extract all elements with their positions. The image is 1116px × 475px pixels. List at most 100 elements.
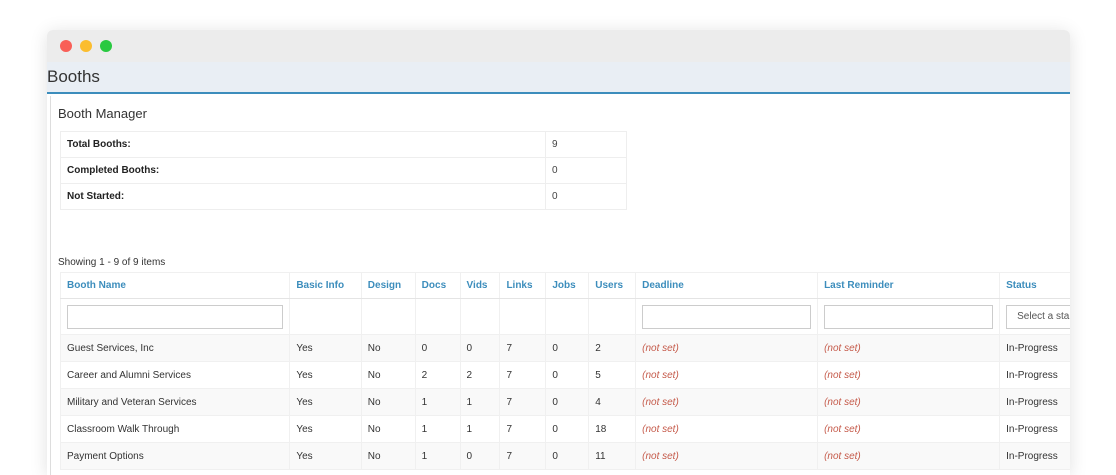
column-header-links[interactable]: Links (499, 272, 547, 299)
filter-cell (588, 298, 637, 335)
column-header-deadline[interactable]: Deadline (635, 272, 819, 299)
cell-jobs: 0 (545, 415, 590, 443)
column-header-design[interactable]: Design (360, 272, 416, 299)
column-header-booth-name[interactable]: Booth Name (59, 272, 291, 299)
column-header-basic-info[interactable]: Basic Info (289, 272, 362, 299)
table-row[interactable]: Payment Options Yes No 1 0 7 0 11 (not set) (not … (59, 442, 1070, 470)
window-titlebar (47, 30, 1070, 62)
status-filter-select[interactable]: Select a sta (1006, 304, 1070, 329)
page-header: Booths (47, 62, 1070, 94)
cell-basic-info: Yes (289, 415, 362, 443)
cell-docs: 0 (414, 334, 461, 362)
cell-users: 11 (588, 442, 637, 470)
filter-cell (635, 298, 819, 335)
summary-value: 0 (545, 157, 627, 184)
cell-docs: 2 (414, 361, 461, 389)
cell-booth-name: Classroom Walk Through (59, 415, 291, 443)
column-header-last-reminder[interactable]: Last Reminder (817, 272, 1001, 299)
cell-booth-name: Payment Options (59, 442, 291, 470)
summary-row: Total Booths: 9 (60, 131, 627, 158)
cell-booth-name: Military and Veteran Services (59, 388, 291, 416)
filter-cell (414, 298, 461, 335)
table-row[interactable]: Career and Alumni Services Yes No 2 2 7 0 5 (not… (59, 361, 1070, 389)
cell-status: In-Progress (999, 388, 1070, 416)
summary-value: 0 (545, 183, 627, 210)
cell-booth-name: Career and Alumni Services (59, 361, 291, 389)
cell-users: 4 (588, 388, 637, 416)
filter-cell (289, 298, 362, 335)
cell-basic-info: Yes (289, 388, 362, 416)
cell-basic-info: Yes (289, 361, 362, 389)
cell-users: 2 (588, 334, 637, 362)
deadline-filter-input[interactable] (642, 304, 812, 329)
cell-jobs: 0 (545, 334, 590, 362)
filter-cell (545, 298, 590, 335)
cell-links: 7 (499, 334, 547, 362)
grid-header-row: Booth Name Basic Info Design Docs Vids L… (59, 272, 1070, 299)
summary-label: Not Started: (60, 183, 546, 210)
booth-name-filter-input[interactable] (67, 304, 284, 329)
pagination-summary: Showing 1 - 9 of 9 items (58, 257, 166, 268)
cell-design: No (360, 334, 416, 362)
cell-last-reminder: (not set) (817, 334, 1001, 362)
cell-vids: 0 (459, 334, 501, 362)
cell-status: In-Progress (999, 361, 1070, 389)
minimize-window-button[interactable] (80, 40, 92, 52)
cell-docs: 1 (414, 388, 461, 416)
cell-users: 5 (588, 361, 637, 389)
cell-vids: 0 (459, 442, 501, 470)
cell-deadline: (not set) (635, 388, 819, 416)
column-header-users[interactable]: Users (588, 272, 637, 299)
table-row[interactable]: Classroom Walk Through Yes No 1 1 7 0 18 (not se… (59, 415, 1070, 443)
cell-links: 7 (499, 388, 547, 416)
cell-links: 7 (499, 442, 547, 470)
filter-cell (59, 298, 291, 335)
cell-design: No (360, 442, 416, 470)
cell-links: 7 (499, 361, 547, 389)
cell-status: In-Progress (999, 415, 1070, 443)
grid-filter-row: Select a sta (59, 298, 1070, 335)
cell-vids: 2 (459, 361, 501, 389)
filter-cell (459, 298, 501, 335)
summary-table: Total Booths: 9 Completed Booths: 0 Not … (60, 131, 627, 210)
cell-booth-name: Guest Services, Inc (59, 334, 291, 362)
summary-label: Completed Booths: (60, 157, 546, 184)
summary-label: Total Booths: (60, 131, 546, 158)
filter-cell (360, 298, 416, 335)
cell-jobs: 0 (545, 442, 590, 470)
grid-body: Guest Services, Inc Yes No 0 0 7 0 2 (not set) (n… (59, 334, 1070, 470)
cell-basic-info: Yes (289, 442, 362, 470)
cell-last-reminder: (not set) (817, 361, 1001, 389)
maximize-window-button[interactable] (100, 40, 112, 52)
cell-deadline: (not set) (635, 361, 819, 389)
close-window-button[interactable] (60, 40, 72, 52)
page-title: Booths (47, 67, 100, 86)
column-header-docs[interactable]: Docs (414, 272, 461, 299)
filter-cell (499, 298, 547, 335)
summary-row: Completed Booths: 0 (60, 157, 627, 184)
booths-grid: Booth Name Basic Info Design Docs Vids L… (59, 272, 1070, 470)
column-header-status[interactable]: Status (999, 272, 1070, 299)
cell-jobs: 0 (545, 388, 590, 416)
cell-last-reminder: (not set) (817, 415, 1001, 443)
cell-vids: 1 (459, 415, 501, 443)
cell-vids: 1 (459, 388, 501, 416)
table-row[interactable]: Military and Veteran Services Yes No 1 1 7 0 4(… (59, 388, 1070, 416)
summary-row: Not Started: 0 (60, 183, 627, 210)
column-header-vids[interactable]: Vids (459, 272, 501, 299)
cell-design: No (360, 415, 416, 443)
cell-users: 18 (588, 415, 637, 443)
cell-last-reminder: (not set) (817, 388, 1001, 416)
summary-value: 9 (545, 131, 627, 158)
cell-status: In-Progress (999, 334, 1070, 362)
cell-deadline: (not set) (635, 415, 819, 443)
cell-status: In-Progress (999, 442, 1070, 470)
column-header-jobs[interactable]: Jobs (545, 272, 590, 299)
cell-basic-info: Yes (289, 334, 362, 362)
cell-links: 7 (499, 415, 547, 443)
panel-title: Booth Manager (58, 106, 147, 121)
last-reminder-filter-input[interactable] (824, 304, 994, 329)
cell-jobs: 0 (545, 361, 590, 389)
browser-window: Booths Booth Manager Total Booths: 9 Com… (47, 30, 1070, 475)
table-row[interactable]: Guest Services, Inc Yes No 0 0 7 0 2 (not set) (n… (59, 334, 1070, 362)
